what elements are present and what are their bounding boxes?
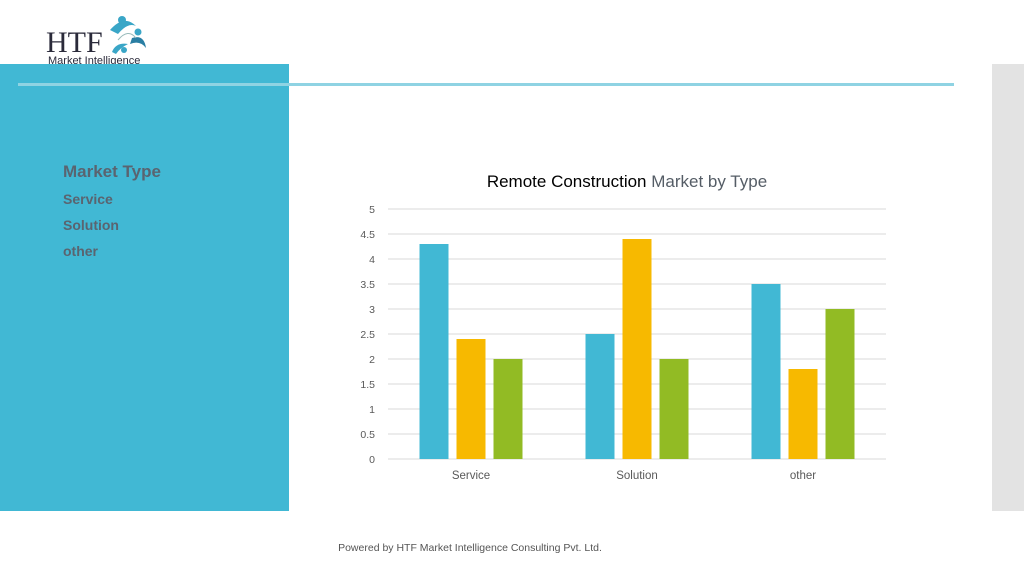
left-panel bbox=[0, 64, 289, 511]
chart-title: Remote Construction Market by Type bbox=[297, 172, 957, 192]
x-tick-label: Service bbox=[452, 470, 490, 482]
bar bbox=[825, 309, 855, 459]
htf-logo-mark: HTF bbox=[46, 16, 146, 56]
y-tick-label: 1 bbox=[369, 404, 375, 416]
y-tick-label: 4.5 bbox=[360, 229, 375, 241]
market-type-list: Service Solution other bbox=[63, 191, 119, 269]
y-tick-label: 3.5 bbox=[360, 279, 375, 291]
market-type-heading: Market Type bbox=[63, 162, 161, 181]
market-type-item: Service bbox=[63, 191, 113, 207]
bar bbox=[788, 369, 818, 459]
market-type-item: other bbox=[63, 243, 98, 259]
logo-letters: HTF bbox=[46, 26, 103, 56]
htf-logo: HTF Market Intelligence bbox=[44, 12, 154, 68]
footer-credit: Powered by HTF Market Intelligence Consu… bbox=[338, 542, 602, 554]
y-tick-label: 1.5 bbox=[360, 379, 375, 391]
y-tick-label: 3 bbox=[369, 304, 375, 316]
bar bbox=[456, 339, 486, 459]
bar bbox=[751, 284, 781, 459]
y-tick-label: 0.5 bbox=[360, 429, 375, 441]
y-tick-label: 2 bbox=[369, 354, 375, 366]
y-tick-label: 5 bbox=[369, 204, 375, 216]
x-tick-label: Solution bbox=[616, 470, 658, 482]
bar bbox=[585, 334, 615, 459]
y-tick-label: 4 bbox=[369, 254, 375, 266]
market-type-item: Solution bbox=[63, 217, 119, 233]
bar bbox=[659, 359, 689, 459]
y-tick-label: 0 bbox=[369, 454, 375, 466]
chart-title-sub: Market by Type bbox=[651, 172, 768, 191]
x-tick-label: other bbox=[790, 470, 816, 482]
bar bbox=[493, 359, 523, 459]
top-divider bbox=[18, 83, 954, 86]
right-strip bbox=[992, 64, 1024, 511]
y-tick-label: 2.5 bbox=[360, 329, 375, 341]
bar-chart: 0 0.5 1 1.5 2 2.5 3 3.5 4 4.5 5 Service Solution othe… bbox=[360, 204, 886, 482]
chart-title-main: Remote Construction bbox=[486, 172, 647, 191]
bar bbox=[622, 239, 652, 459]
bar bbox=[419, 244, 449, 459]
